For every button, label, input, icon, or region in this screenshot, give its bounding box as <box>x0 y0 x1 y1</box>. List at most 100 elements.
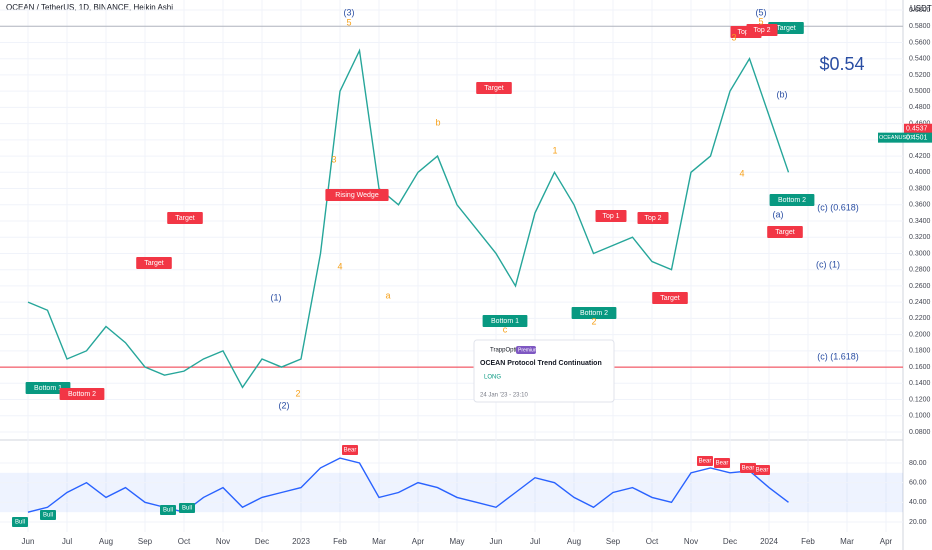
annotation: Target <box>660 295 680 302</box>
y-tick-label: 0.1600 <box>909 364 931 371</box>
y-tick-label: 20.00 <box>909 519 927 526</box>
y-tick-label: 0.1400 <box>909 380 931 387</box>
wave-label: 5 <box>758 16 763 26</box>
y-tick-label: 0.4800 <box>909 104 931 111</box>
x-tick-label: Mar <box>372 537 386 546</box>
signal-label: Bull <box>43 513 53 519</box>
y-tick-label: 0.2400 <box>909 299 931 306</box>
x-tick-label: Apr <box>412 537 425 546</box>
y-tick-label: 0.1800 <box>909 348 931 355</box>
wave-label: 3 <box>331 154 336 164</box>
card-title: OCEAN Protocol Trend Continuation <box>480 360 602 367</box>
signal-label: Bull <box>163 508 173 514</box>
price-label-box <box>904 123 932 134</box>
annotation: (2) <box>279 400 290 410</box>
x-tick-label: Jul <box>530 537 540 546</box>
x-tick-label: Dec <box>723 537 737 546</box>
x-tick-label: 2024 <box>760 537 778 546</box>
signal-box <box>160 505 176 515</box>
annotation-box <box>59 388 105 400</box>
x-tick-label: Nov <box>684 537 698 546</box>
x-tick-label: Feb <box>801 537 815 546</box>
annotation: Target <box>776 25 796 32</box>
annotation: Target <box>175 215 195 222</box>
wave-label: 5 <box>346 17 351 27</box>
annotation: Top 1 <box>602 213 619 220</box>
signal-label: Bull <box>15 520 25 526</box>
annotation: (b) <box>777 89 788 99</box>
y-tick-label: 0.5600 <box>909 39 931 46</box>
annotation: Top 2 <box>644 215 661 222</box>
wave-label: 4 <box>739 168 744 178</box>
annotation: Top 2 <box>753 27 770 34</box>
annotation: Rising Wedge <box>335 192 379 199</box>
annotation: (3) <box>344 7 355 17</box>
price-label: 0.4537 <box>906 126 928 133</box>
signal-box <box>179 503 195 513</box>
annotation-box <box>25 382 71 394</box>
x-tick-label: Aug <box>99 537 113 546</box>
annotation-box <box>482 315 528 327</box>
price-line <box>27 48 790 389</box>
signal-label: Bear <box>716 461 729 467</box>
annotation: Bottom 2 <box>68 391 96 398</box>
signal-box <box>714 458 730 468</box>
x-tick-label: Oct <box>646 537 659 546</box>
annotation: (c) (1) <box>816 259 840 269</box>
y-tick-label: 0.0800 <box>909 429 931 436</box>
annotation: Target <box>144 260 164 267</box>
signal-label: Bear <box>344 448 357 454</box>
x-tick-label: Dec <box>255 537 269 546</box>
card-badge: Premium <box>518 347 538 353</box>
signal-box <box>40 510 56 520</box>
axis-unit: USDT <box>910 4 932 13</box>
rsi-line <box>27 457 789 513</box>
annotation: $0.54 <box>819 54 864 74</box>
annotation: Target <box>775 229 795 236</box>
x-tick-label: Sep <box>606 537 621 546</box>
y-tick-label: 0.3600 <box>909 202 931 209</box>
x-tick-label: Apr <box>880 537 893 546</box>
x-tick-label: May <box>449 537 464 546</box>
x-tick-label: Aug <box>567 537 581 546</box>
wave-label: 3 <box>731 32 736 42</box>
symbol-label: OCEANUSDT <box>879 135 914 141</box>
card-date: 24 Jan '23 - 23:10 <box>480 393 529 399</box>
signal-box <box>697 456 713 466</box>
annotation-box <box>595 210 627 222</box>
signal-box <box>754 465 770 475</box>
y-tick-label: 0.1000 <box>909 413 931 420</box>
y-tick-label: 40.00 <box>909 499 927 506</box>
y-tick-label: 0.5800 <box>909 23 931 30</box>
annotation-box <box>767 226 803 238</box>
annotation: Bottom 2 <box>778 197 806 204</box>
annotation: (c) (0.618) <box>817 202 859 212</box>
wave-label: a <box>385 290 390 300</box>
card-badge-box <box>516 346 536 354</box>
x-tick-label: Feb <box>333 537 347 546</box>
annotation: (1) <box>271 292 282 302</box>
annotation-box <box>476 82 512 94</box>
annotation: Bottom 1 <box>491 318 519 325</box>
annotation: Top 1 <box>737 29 754 36</box>
x-tick-label: Mar <box>840 537 854 546</box>
y-tick-label: 0.3400 <box>909 218 931 225</box>
x-tick-label: Sep <box>138 537 153 546</box>
annotation: Bottom 1 <box>34 385 62 392</box>
signal-box <box>12 517 28 527</box>
y-tick-label: 0.2200 <box>909 315 931 322</box>
annotation: (5) <box>756 7 767 17</box>
y-tick-label: 60.00 <box>909 480 927 487</box>
x-tick-label: Jul <box>62 537 72 546</box>
signal-label: Bear <box>742 466 755 472</box>
idea-card <box>473 339 615 403</box>
x-tick-label: Jun <box>22 537 35 546</box>
y-tick-label: 0.2800 <box>909 267 931 274</box>
y-tick-label: 0.3200 <box>909 234 931 241</box>
symbol-label-box <box>878 132 904 143</box>
y-tick-label: 0.6000 <box>909 7 931 14</box>
annotation-box <box>325 189 389 201</box>
y-tick-label: 0.4200 <box>909 153 931 160</box>
